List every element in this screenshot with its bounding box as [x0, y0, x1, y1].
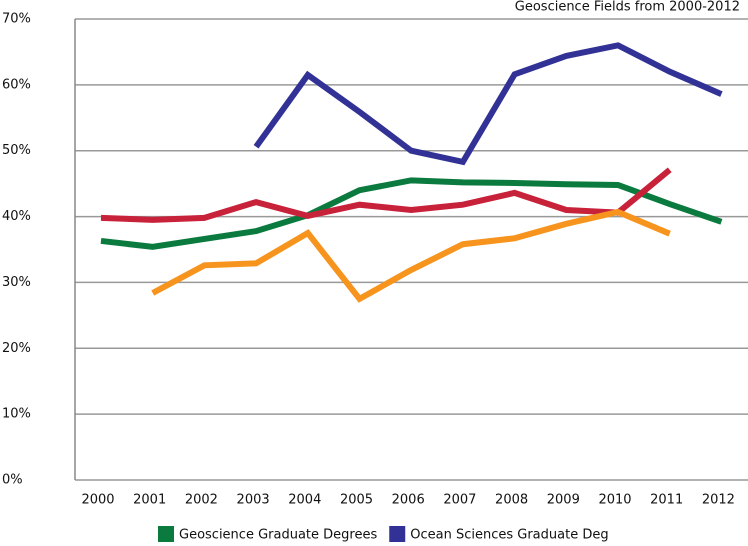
- y-tick-label: 70%: [2, 12, 31, 27]
- x-tick-label: 2006: [392, 493, 425, 508]
- y-tick-label: 0%: [2, 473, 23, 488]
- x-tick-label: 2009: [547, 493, 580, 508]
- x-tick-label: 2008: [495, 493, 528, 508]
- legend-label: Geoscience Graduate Degrees: [179, 528, 377, 543]
- legend-label: Ocean Sciences Graduate Deg: [410, 528, 608, 543]
- x-tick-label: 2007: [443, 493, 476, 508]
- y-tick-label: 40%: [2, 209, 31, 224]
- series-line: [253, 42, 723, 166]
- y-tick-label: 60%: [2, 77, 31, 92]
- x-tick-label: 2003: [237, 493, 270, 508]
- series-line: [151, 208, 671, 303]
- y-tick-label: 10%: [2, 407, 31, 422]
- x-tick-label: 2005: [340, 493, 373, 508]
- x-tick-label: 2012: [702, 493, 735, 508]
- x-tick-label: 2011: [650, 493, 683, 508]
- legend-swatch: [389, 526, 406, 542]
- x-tick-label: 2004: [288, 493, 321, 508]
- y-tick-label: 20%: [2, 341, 31, 356]
- x-tick-label: 2000: [81, 493, 114, 508]
- chart-title: Geoscience Fields from 2000-2012: [515, 0, 740, 15]
- y-tick-label: 30%: [2, 275, 31, 290]
- x-tick-label: 2010: [598, 493, 631, 508]
- series-line: [100, 177, 723, 250]
- legend-swatch: [158, 526, 174, 542]
- x-tick-label: 2002: [185, 493, 218, 508]
- y-tick-label: 50%: [2, 143, 31, 158]
- x-tick-label: 2001: [133, 493, 166, 508]
- series-line: [100, 167, 672, 223]
